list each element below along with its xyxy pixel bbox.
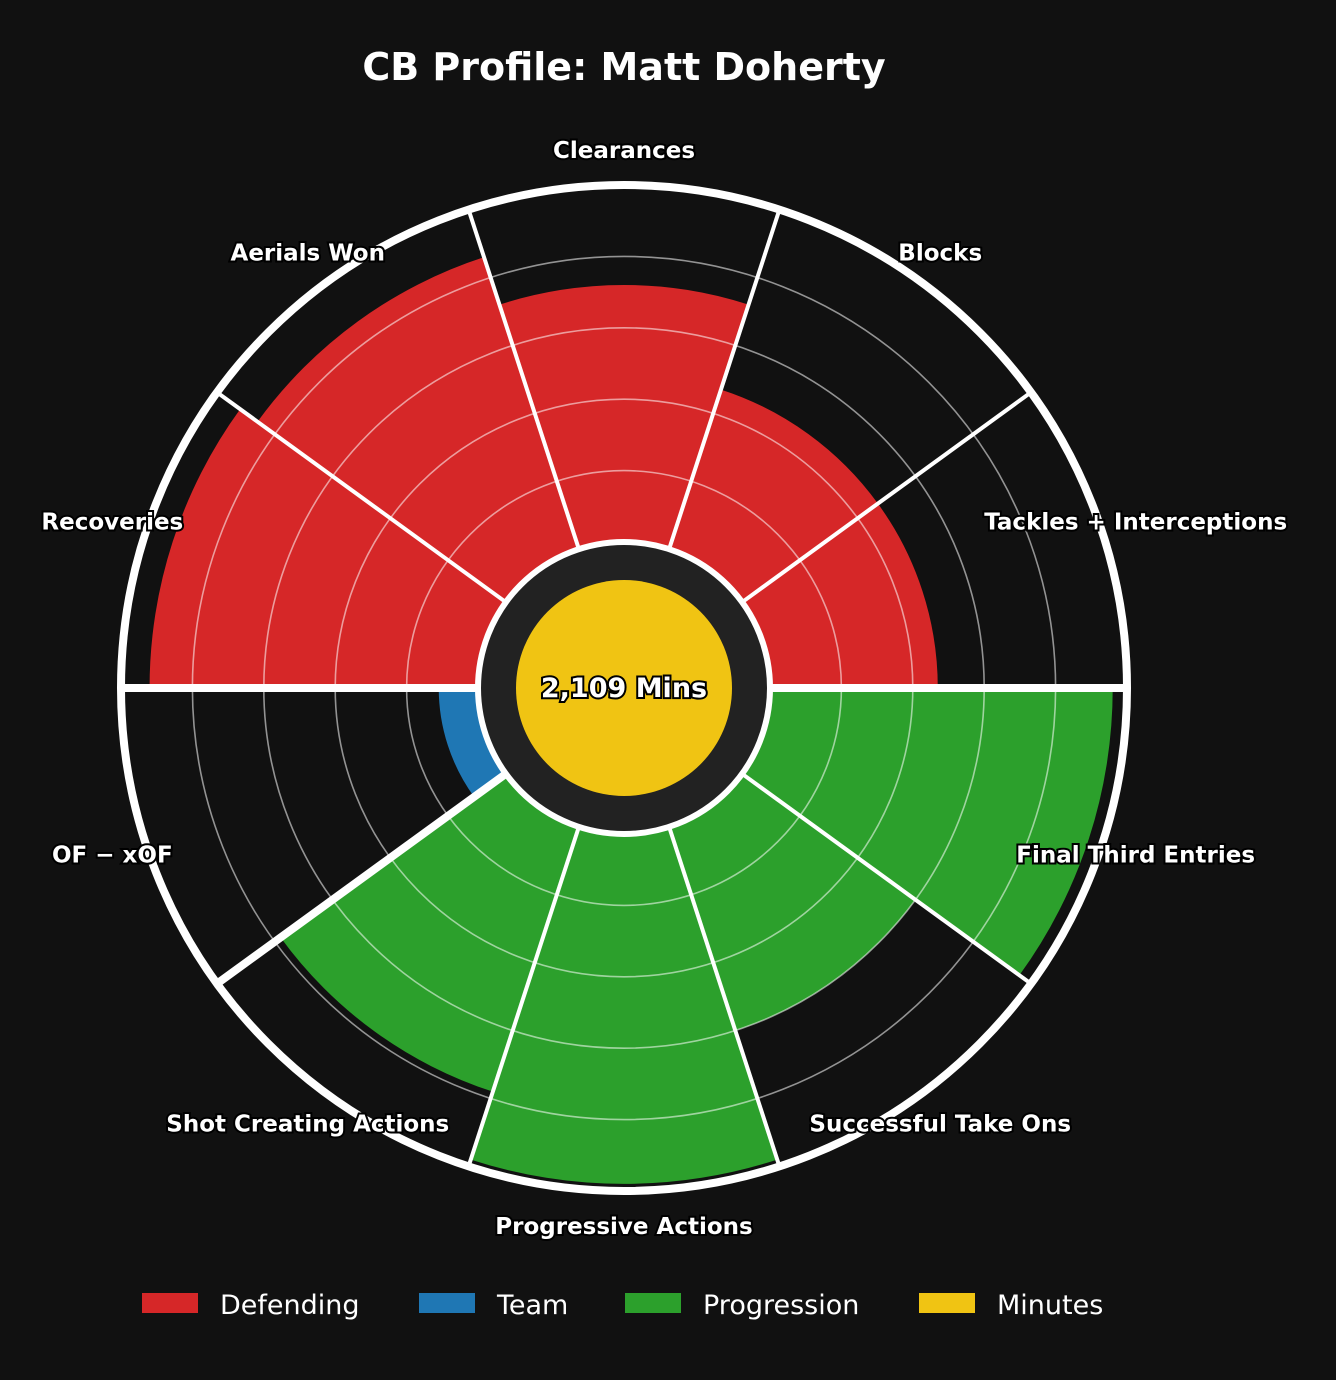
sector-separator (667, 209, 782, 550)
sector-aerials-won (257, 257, 579, 603)
category-label: Successful Take Ons (809, 1111, 1071, 1137)
sector-separator (740, 390, 1033, 604)
sector-separator (466, 826, 581, 1167)
minutes-disc (516, 580, 732, 796)
category-label: Blocks (898, 241, 982, 267)
sector-blocks (669, 389, 878, 603)
category-label: Shot Creating Actions (166, 1111, 449, 1137)
sector-separator (740, 772, 1033, 986)
legend: Defending Team Progression Minutes (142, 1290, 1103, 1321)
category-labels: Tackles + Interceptions Blocks Clearances A… (39, 136, 1289, 1242)
sector-shot-creating-actions (280, 773, 579, 1092)
category-label: Recoveries (41, 510, 183, 536)
legend-label: Team (496, 1290, 568, 1321)
legend-swatch (142, 1293, 198, 1313)
legend-label: Defending (220, 1290, 360, 1321)
legend-swatch (419, 1293, 475, 1313)
legend-label: Minutes (997, 1290, 1103, 1321)
category-label: Final Third Entries (1016, 842, 1255, 868)
sector-separator (466, 209, 581, 550)
sector-separator (667, 826, 782, 1167)
sector-recoveries (149, 409, 506, 688)
legend-swatch (919, 1293, 975, 1313)
legend-label: Progression (703, 1290, 859, 1321)
sector-progressive-actions (470, 826, 778, 1184)
outer-ring (117, 181, 1131, 1195)
sector-layer (149, 257, 1113, 1184)
category-label: Aerials Won (231, 241, 385, 267)
category-label: OF − xOF (52, 842, 173, 868)
sector-clearances (499, 284, 749, 550)
sector-separator (215, 390, 508, 604)
sector-of-xof (438, 688, 506, 797)
sector-tackles-interceptions (742, 503, 938, 688)
sector-successful-take-ons (669, 773, 916, 1031)
sector-final-third-entries (742, 688, 1113, 976)
separator-layer (121, 209, 1127, 1167)
category-label: Progressive Actions (495, 1214, 752, 1240)
sector-separator (214, 770, 509, 987)
minutes-label: 2,109 Mins (541, 673, 707, 704)
legend-swatch (625, 1293, 681, 1313)
category-label: Clearances (553, 138, 695, 164)
category-label: Tackles + Interceptions (984, 510, 1287, 536)
chart-title: CB Profile: Matt Doherty (362, 45, 886, 89)
